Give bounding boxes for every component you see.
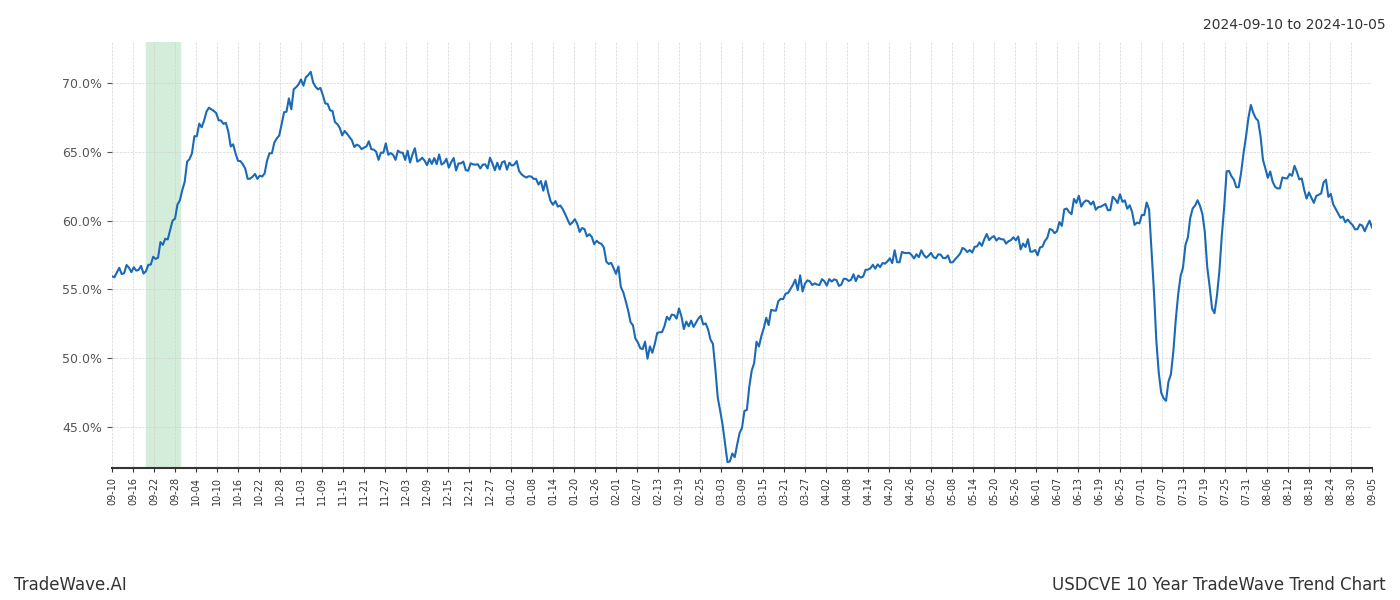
Text: USDCVE 10 Year TradeWave Trend Chart: USDCVE 10 Year TradeWave Trend Chart — [1053, 576, 1386, 594]
Text: TradeWave.AI: TradeWave.AI — [14, 576, 127, 594]
Bar — [146, 42, 179, 468]
Text: 2024-09-10 to 2024-10-05: 2024-09-10 to 2024-10-05 — [1204, 18, 1386, 32]
